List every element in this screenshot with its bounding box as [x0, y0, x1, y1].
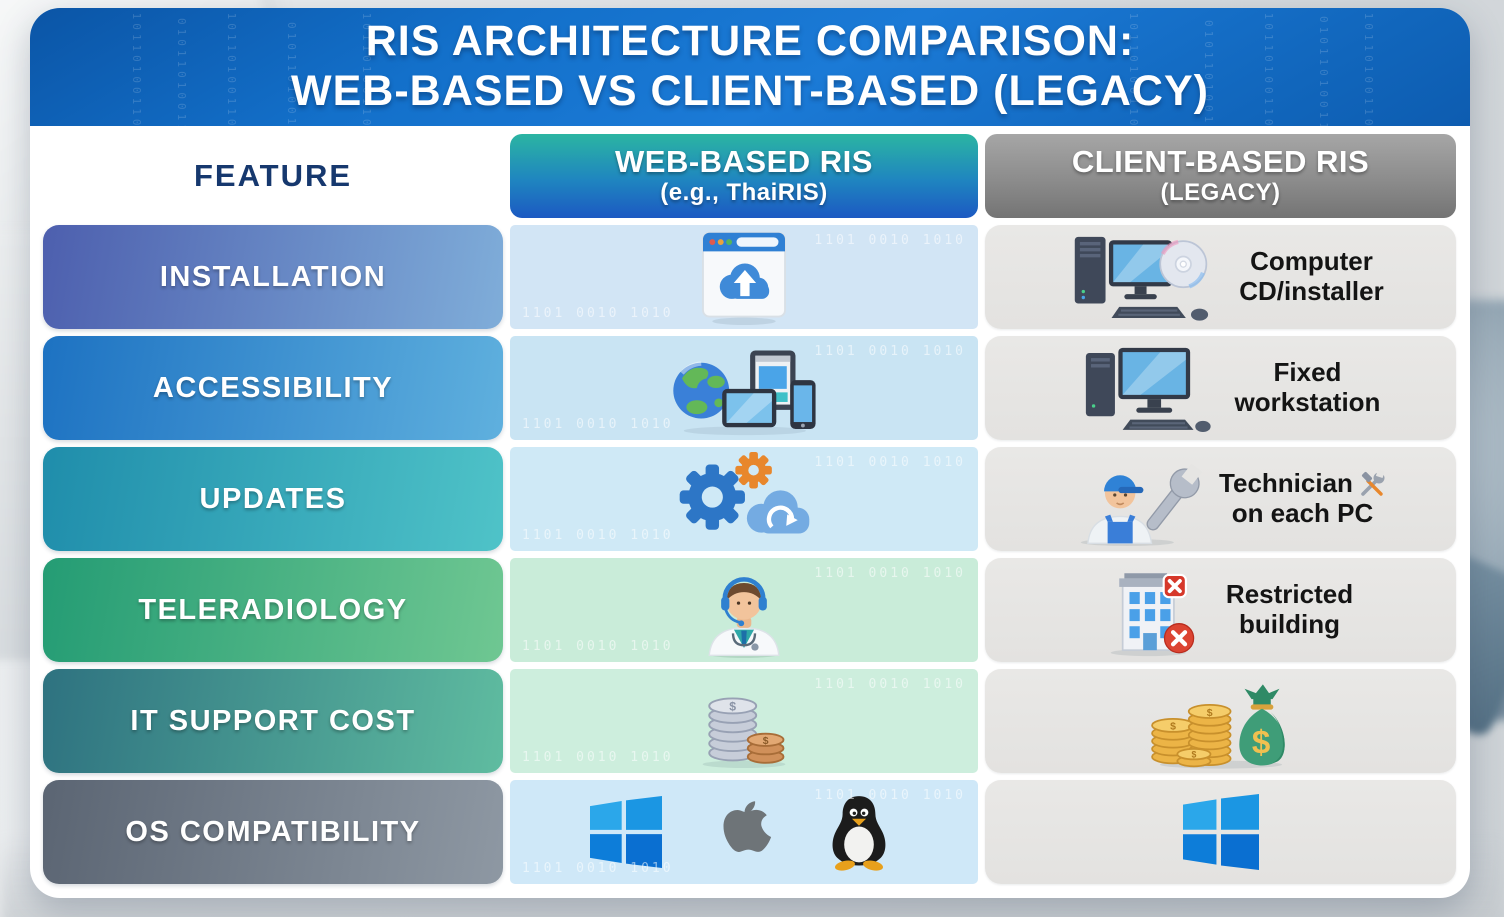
binary-watermark: 0101101001101010010110100110101001011010: [1362, 8, 1375, 126]
web-cell-installation: 1101 0010 1010 1101 0010 1010: [510, 225, 978, 329]
web-based-column-header: WEB-BASED RIS (e.g., ThaiRIS): [510, 134, 978, 218]
svg-text:$: $: [729, 700, 736, 714]
browser-cloud-upload-icon: [688, 229, 800, 325]
binary-watermark: 0101101001101010010110100110101001011010: [175, 18, 188, 126]
binary-watermark: 1101 0010 1010: [522, 861, 674, 876]
svg-text:$: $: [1170, 722, 1176, 733]
hammer-wrench-icon: [1358, 470, 1386, 498]
binary-watermark: 1101 0010 1010: [522, 528, 674, 543]
windows-logo-icon: [1182, 794, 1259, 870]
binary-watermark: 0101101001101010010110100110101001011010: [360, 8, 373, 126]
client-annotation-line2: building: [1238, 609, 1341, 639]
restricted-building-icon: [1088, 563, 1212, 657]
technician-wrench-icon: [1055, 452, 1205, 546]
client-header-title: CLIENT-BASED RIS: [1071, 144, 1370, 180]
client-cell-accessibility: Fixed workstation: [985, 336, 1456, 440]
binary-watermark: 1101 0010 1010: [814, 344, 966, 359]
client-annotation: Restricted building: [1225, 579, 1354, 640]
client-cell-os-compatibility: [985, 780, 1456, 884]
globe-multi-devices-icon: [655, 340, 833, 436]
svg-text:$: $: [1191, 750, 1196, 760]
client-cell-updates: Technician on each PC: [985, 447, 1456, 551]
gold-coins-moneybag-icon: $ $ $: [1128, 673, 1314, 769]
page-title-line2: WEB-BASED VS CLIENT-BASED (LEGACY): [291, 67, 1209, 115]
binary-watermark: 1101 0010 1010: [814, 677, 966, 692]
binary-watermark: 1101 0010 1010: [814, 455, 966, 470]
web-header-title: WEB-BASED RIS: [615, 144, 873, 180]
client-annotation: Technician on each PC: [1219, 468, 1386, 529]
client-cell-teleradiology: Restricted building: [985, 558, 1456, 662]
client-annotation-line2: workstation: [1234, 387, 1381, 417]
feature-label-accessibility: ACCESSIBILITY: [43, 336, 503, 440]
client-annotation-line1: Technician: [1219, 468, 1353, 499]
gears-cloud-sync-icon: [659, 451, 829, 547]
feature-label-updates: UPDATES: [43, 447, 503, 551]
client-cell-installation: Computer CD/installer: [985, 225, 1456, 329]
binary-watermark: 1101 0010 1010: [814, 566, 966, 581]
desktop-computer-cd-icon: [1057, 230, 1225, 324]
web-cell-updates: 1101 0010 1010 1101 0010 1010: [510, 447, 978, 551]
svg-text:$: $: [763, 736, 769, 747]
coin-stacks-icon: $ $: [686, 674, 802, 768]
binary-watermark: 0101101001101010010110100110101001011010: [1202, 20, 1215, 126]
web-cell-it-support-cost: 1101 0010 1010 1101 0010 1010 $: [510, 669, 978, 773]
comparison-table: FEATURE WEB-BASED RIS (e.g., ThaiRIS) CL…: [30, 126, 1470, 890]
web-cell-accessibility: 1101 0010 1010 1101 0010 1010: [510, 336, 978, 440]
client-annotation-line2: on each PC: [1231, 498, 1374, 528]
binary-watermark: 0101101001101010010110100110101001011010: [1262, 8, 1275, 126]
binary-watermark: 0101101001101010010110100110101001011010: [130, 8, 143, 126]
windows-logo-icon: [590, 796, 662, 868]
binary-watermark: 0101101001101010010110100110101001011010: [285, 22, 298, 126]
apple-logo-icon: [706, 793, 776, 871]
comparison-card: 0101101001101010010110100110101001011010…: [30, 8, 1470, 898]
client-annotation: Computer CD/installer: [1239, 246, 1384, 307]
binary-watermark: 1101 0010 1010: [814, 233, 966, 248]
web-cell-os-compatibility: 1101 0010 1010 1101 0010 1010: [510, 780, 978, 884]
binary-watermark: 1101 0010 1010: [814, 788, 966, 803]
binary-watermark: 1101 0010 1010: [522, 750, 674, 765]
svg-text:$: $: [1206, 708, 1212, 719]
web-cell-teleradiology: 1101 0010 1010 1101 0010 1010: [510, 558, 978, 662]
client-annotation-line2: CD/installer: [1239, 276, 1384, 306]
feature-label-teleradiology: TELERADIOLOGY: [43, 558, 503, 662]
binary-watermark: 0101101001101010010110100110101001011010: [1127, 8, 1140, 126]
feature-label-os-compatibility: OS COMPATIBILITY: [43, 780, 503, 884]
client-annotation-line1: Fixed: [1273, 357, 1342, 388]
web-header-subtitle: (e.g., ThaiRIS): [660, 179, 828, 207]
page-title-line1: RIS ARCHITECTURE COMPARISON:: [365, 17, 1135, 66]
client-annotation: Fixed workstation: [1234, 357, 1381, 418]
binary-watermark: 0101101001101010010110100110101001011010: [225, 8, 238, 126]
feature-label-installation: INSTALLATION: [43, 225, 503, 329]
binary-watermark: 1101 0010 1010: [522, 417, 674, 432]
feature-label-it-support-cost: IT SUPPORT COST: [43, 669, 503, 773]
svg-text:$: $: [1251, 724, 1269, 761]
binary-watermark: 0101101001101010010110100110101001011010: [1317, 16, 1330, 126]
client-based-column-header: CLIENT-BASED RIS (LEGACY): [985, 134, 1456, 218]
client-cell-it-support-cost: $ $ $: [985, 669, 1456, 773]
desktop-workstation-icon: [1061, 341, 1221, 435]
client-annotation-line1: Restricted: [1225, 579, 1354, 610]
client-header-subtitle: (LEGACY): [1160, 179, 1281, 207]
binary-watermark: 1101 0010 1010: [522, 639, 674, 654]
feature-column-header: FEATURE: [193, 158, 353, 193]
binary-watermark: 1101 0010 1010: [522, 306, 674, 321]
doctor-headset-icon: [688, 562, 800, 658]
linux-tux-icon: [820, 791, 898, 873]
title-band: 0101101001101010010110100110101001011010…: [30, 8, 1470, 126]
client-annotation-line1: Computer: [1250, 246, 1373, 277]
